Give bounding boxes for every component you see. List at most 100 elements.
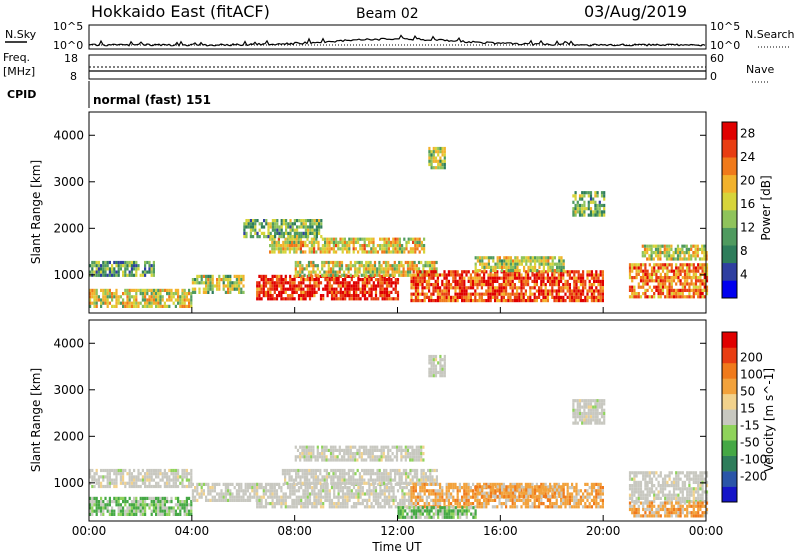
noise-bottom-tick-right: 10^0: [710, 39, 740, 52]
power-colorbar-cell: [722, 245, 737, 264]
power-colorbar-tick: 8: [740, 244, 748, 258]
velocity-echo-region: [628, 501, 709, 518]
velocity-colorbar-tick: 50: [740, 385, 755, 399]
freq-unit-label: [MHz]: [3, 65, 35, 78]
velocity-colorbar-frame: [721, 331, 738, 503]
velocity-y-tick-label: 2000: [53, 429, 84, 443]
freq-label: Freq.: [3, 51, 30, 64]
power-echo-region: [89, 288, 193, 308]
velocity-colorbar-tick: 200: [740, 351, 763, 365]
power-echo-region: [243, 219, 323, 239]
velocity-colorbar: 200 100 50 15 -15 -50 -100 -200: [721, 331, 767, 503]
power-colorbar: 4 8 12 16 20 24 28: [721, 121, 755, 299]
velocity-colorbar-cell: [722, 332, 737, 348]
power-colorbar-cell: [722, 157, 737, 176]
power-y-ticks: 1000 2000 3000 4000: [53, 128, 707, 313]
power-panel: 1000 2000 3000 4000 Slant Range [km] 4 8 12 16…: [29, 111, 773, 314]
velocity-y-tick-label: 1000: [53, 476, 84, 490]
date-label: 03/Aug/2019: [584, 2, 687, 21]
velocity-echo-region: [89, 496, 193, 516]
time-x-tick-label: 12:00: [380, 524, 415, 538]
nave-bottom-tick: 0: [710, 70, 717, 83]
power-colorbar-tick: 12: [740, 221, 755, 235]
velocity-y-ticks: 1000 2000 3000 4000: [53, 336, 707, 521]
power-colorbar-cell: [722, 192, 737, 211]
power-colorbar-tick: 4: [740, 268, 748, 282]
velocity-colorbar-label: Velocity [m s^-1]: [762, 368, 776, 472]
velocity-echo-region: [191, 482, 258, 502]
power-data-layer: [89, 146, 709, 308]
power-colorbar-cell: [722, 139, 737, 158]
noise-panel: N.Sky 10^5 10^0 10^5 10^0 N.Search: [5, 20, 795, 52]
time-xlabel: Time UT: [371, 540, 422, 554]
power-echo-region: [572, 191, 606, 217]
velocity-colorbar-tick: 15: [740, 402, 755, 416]
power-ylabel: Slant Range [km]: [29, 160, 43, 264]
nave-top-tick: 60: [710, 52, 724, 65]
noise-sky-trace: [88, 34, 706, 47]
velocity-colorbar-tick: -50: [740, 436, 760, 450]
velocity-data-layer: [89, 354, 709, 519]
velocity-colorbar-tick: -100: [740, 453, 767, 467]
power-colorbar-tick: 20: [740, 174, 755, 188]
power-echo-region: [410, 270, 604, 303]
power-colorbar-cell: [722, 280, 737, 299]
velocity-echo-region: [428, 354, 446, 378]
velocity-echo-region: [281, 468, 438, 485]
velocity-colorbar-cell: [722, 471, 737, 487]
velocity-colorbar-tick: -200: [740, 470, 767, 484]
power-colorbar-cell: [722, 122, 737, 140]
velocity-y-tick-label: 3000: [53, 383, 84, 397]
velocity-colorbar-cell: [722, 486, 737, 503]
noise-sky-label: N.Sky: [5, 28, 37, 41]
cpid-label: CPID: [7, 88, 36, 101]
power-colorbar-tick: 16: [740, 197, 755, 211]
velocity-colorbar-cell: [722, 378, 737, 395]
velocity-echo-region: [474, 485, 565, 498]
power-echo-region: [89, 260, 155, 277]
velocity-echo-region: [397, 506, 477, 519]
power-colorbar-frame: [721, 121, 738, 299]
velocity-colorbar-cell: [722, 393, 737, 410]
velocity-echo-region: [256, 482, 413, 509]
time-x-tick-label: 04:00: [175, 524, 210, 538]
power-echo-region: [641, 244, 708, 261]
power-echo-region: [474, 256, 565, 273]
noise-top-tick-right: 10^5: [710, 20, 740, 33]
velocity-colorbar-tick: -15: [740, 419, 760, 433]
nave-label: Nave: [746, 63, 774, 76]
time-x-tick-label: 00:00: [72, 524, 107, 538]
power-y-tick-label: 2000: [53, 221, 84, 235]
power-echo-region: [269, 237, 426, 254]
power-y-tick-label: 1000: [53, 268, 84, 282]
power-y-tick-label: 4000: [53, 128, 84, 142]
cpid-panel: CPID normal (fast) 151: [7, 81, 211, 108]
freq-panel: Freq. [MHz] 18 8 60 0 Nave: [3, 51, 774, 83]
power-echo-region: [628, 263, 709, 299]
beam-label: Beam 02: [356, 6, 419, 22]
velocity-echo-region: [89, 468, 193, 489]
power-echo-region: [191, 274, 245, 294]
velocity-panel: 1000 2000 3000 4000 Slant Range [km] 200 100…: [29, 319, 776, 522]
power-colorbar-cell: [722, 174, 737, 193]
noise-search-label: N.Search: [745, 28, 795, 41]
time-x-tick-label: 08:00: [277, 524, 312, 538]
velocity-colorbar-cell: [722, 362, 737, 379]
velocity-colorbar-cell: [722, 424, 737, 441]
power-colorbar-label: Power [dB]: [759, 175, 773, 240]
noise-bottom-tick-left: 10^0: [53, 39, 83, 52]
velocity-ylabel: Slant Range [km]: [29, 368, 43, 472]
velocity-colorbar-cell: [722, 347, 737, 364]
velocity-y-tick-label: 4000: [53, 336, 84, 350]
power-echo-region: [294, 260, 438, 277]
time-x-tick-label: 16:00: [483, 524, 518, 538]
power-colorbar-cell: [722, 210, 737, 228]
power-colorbar-tick: 24: [740, 150, 755, 164]
power-colorbar-cell: [722, 262, 737, 281]
noise-top-tick-left: 10^5: [53, 20, 83, 33]
velocity-colorbar-cell: [722, 455, 737, 472]
power-colorbar-tick: 28: [740, 127, 755, 141]
radar-title: Hokkaido East (fitACF): [91, 2, 270, 21]
time-x-tick-label: 20:00: [586, 524, 621, 538]
